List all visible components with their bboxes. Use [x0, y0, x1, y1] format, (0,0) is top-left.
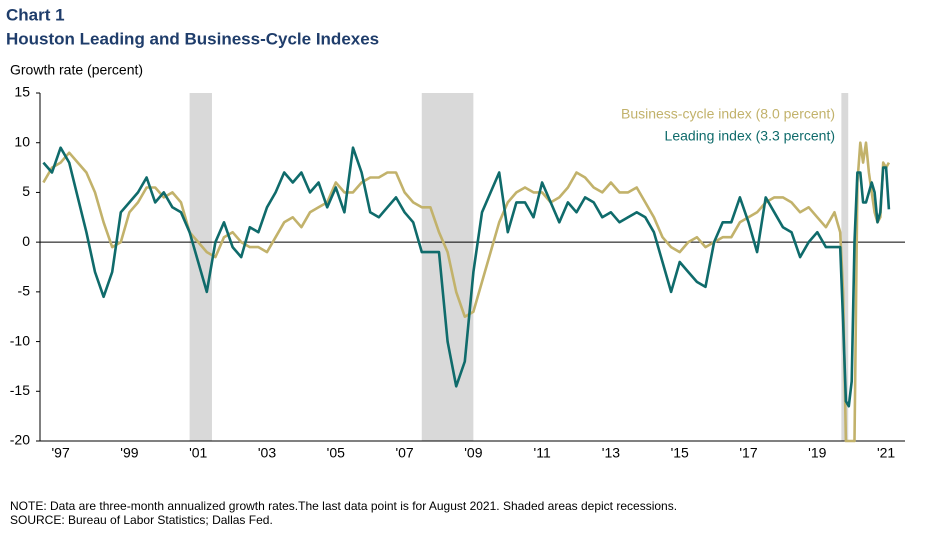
x-tick-label: '21: [877, 445, 895, 461]
series-line: [42, 146, 891, 408]
y-tick-label: -15: [10, 382, 30, 398]
y-tick-label: -10: [10, 332, 30, 348]
x-tick-label: '99: [120, 445, 138, 461]
x-tick-label: '11: [534, 445, 551, 461]
legend-entry: Business-cycle index (8.0 percent): [621, 106, 835, 122]
y-tick-label: 5: [22, 183, 30, 199]
recession-band: [841, 93, 849, 441]
note: NOTE: Data are three-month annualized gr…: [10, 499, 677, 513]
x-tick-label: '17: [739, 445, 757, 461]
x-tick-label: '03: [258, 445, 276, 461]
recession-band: [421, 93, 474, 441]
series-line: [42, 141, 891, 443]
y-tick-label: 10: [14, 133, 30, 149]
x-tick-label: '15: [671, 445, 689, 461]
y-axis-label: Growth rate (percent): [10, 62, 143, 78]
y-tick-label: -5: [18, 283, 31, 299]
source: SOURCE: Bureau of Labor Statistics; Dall…: [10, 513, 273, 527]
x-tick-label: '05: [327, 445, 345, 461]
x-tick-label: '13: [602, 445, 620, 461]
legend-entry: Leading index (3.3 percent): [665, 128, 835, 144]
x-tick-label: '07: [395, 445, 413, 461]
x-tick-label: '01: [189, 445, 207, 461]
x-tick-label: '19: [808, 445, 826, 461]
x-tick-label: '97: [52, 445, 70, 461]
x-tick-label: '09: [464, 445, 482, 461]
y-tick-label: 0: [22, 233, 30, 249]
chart-title: Chart 1: [6, 5, 65, 24]
y-tick-label: -20: [10, 432, 30, 448]
y-tick-label: 15: [14, 84, 30, 100]
chart-subtitle: Houston Leading and Business-Cycle Index…: [6, 29, 379, 48]
